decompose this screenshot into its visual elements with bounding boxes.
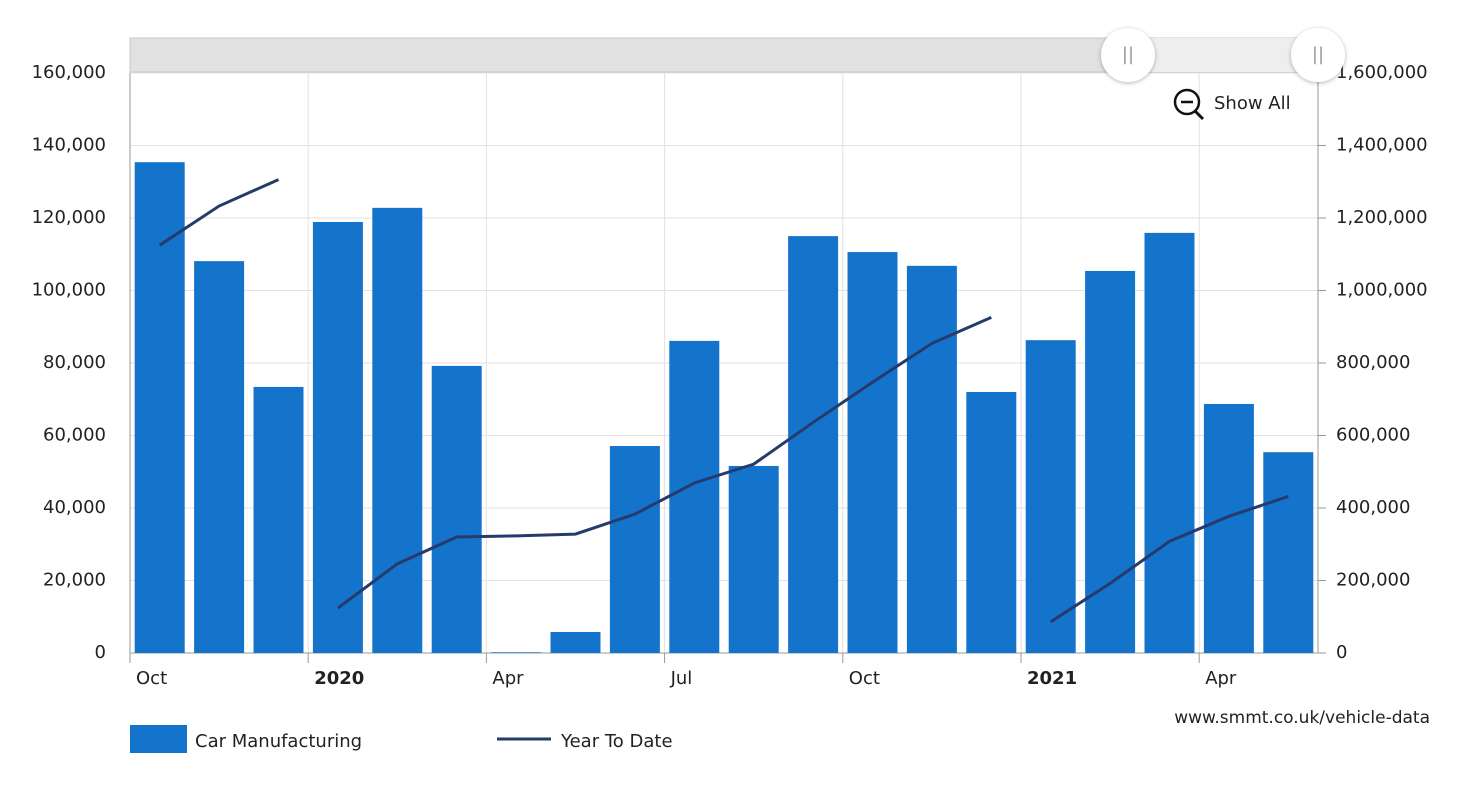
bar: [1085, 270, 1136, 653]
zoom-handle[interactable]: ||: [1101, 28, 1155, 82]
x-tick-label: 2020: [314, 668, 364, 689]
bar: [1203, 403, 1254, 653]
y-tick-label: 160,000: [32, 62, 106, 83]
y2-tick-label: 1,200,000: [1336, 207, 1428, 228]
y-tick-label: 80,000: [43, 352, 106, 373]
show-all-button[interactable]: Show All: [1173, 88, 1291, 121]
y2-tick-label: 0: [1336, 642, 1347, 663]
navigator-window: [1128, 38, 1318, 72]
bar: [194, 261, 245, 653]
x-tick-label: Apr: [492, 668, 524, 689]
y2-tick-label: 200,000: [1336, 570, 1410, 591]
y-tick-label: 60,000: [43, 425, 106, 446]
y2-tick-label: 600,000: [1336, 425, 1410, 446]
y-tick-label: 20,000: [43, 570, 106, 591]
svg-text:||: ||: [1122, 44, 1134, 65]
bar: [847, 252, 898, 653]
bar: [491, 652, 542, 653]
bar: [372, 207, 423, 653]
zoom-handle[interactable]: ||: [1291, 28, 1345, 82]
x-tick-label: Apr: [1205, 668, 1237, 689]
bar: [1263, 452, 1314, 653]
bar: [312, 221, 363, 654]
y-tick-label: 140,000: [32, 135, 106, 156]
source: www.smmt.co.uk/vehicle-data: [1174, 708, 1430, 728]
y-tick-label: 0: [95, 642, 106, 663]
show-all-label[interactable]: Show All: [1214, 93, 1291, 114]
legend-label: Year To Date: [560, 731, 673, 752]
x-tick-label: Oct: [849, 668, 880, 689]
y-tick-label: 100,000: [32, 280, 106, 301]
legend-swatch: [130, 725, 187, 753]
bar: [906, 265, 957, 653]
bar: [550, 631, 601, 653]
bar: [728, 465, 779, 653]
bar: [431, 365, 482, 653]
bar: [1025, 340, 1076, 653]
bar: [669, 340, 720, 653]
line: [158, 178, 1289, 624]
bar: [788, 236, 839, 653]
y2-tick-label: 1,000,000: [1336, 280, 1428, 301]
bar: [609, 446, 660, 653]
x-tick-label: 2021: [1027, 668, 1077, 689]
x-tick-label: Jul: [670, 668, 693, 689]
y2-tick-label: 1,400,000: [1336, 135, 1428, 156]
bar: [966, 392, 1017, 653]
legend-label: Car Manufacturing: [195, 731, 362, 752]
y2-tick-label: 400,000: [1336, 497, 1410, 518]
bar: [134, 162, 185, 654]
y-tick-label: 40,000: [43, 497, 106, 518]
x-tick-label: Oct: [136, 668, 167, 689]
y-tick-label: 120,000: [32, 207, 106, 228]
y2-tick-label: 800,000: [1336, 352, 1410, 373]
y2-tick-label: 1,600,000: [1336, 62, 1428, 83]
bar: [1144, 232, 1195, 654]
svg-text:||: ||: [1312, 44, 1324, 65]
bar: [253, 386, 304, 653]
